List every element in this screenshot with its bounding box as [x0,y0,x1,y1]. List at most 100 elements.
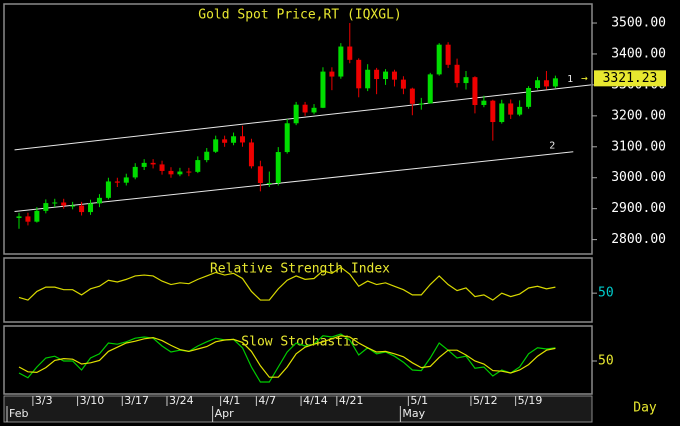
candle-body [257,166,263,183]
candle-body [436,44,442,75]
candle-body [311,107,317,113]
candle-body [213,139,219,152]
y-tick-label: 3500.00 [611,16,666,31]
candle-body [222,139,228,143]
candle-body [52,202,58,204]
candle-body [338,46,344,77]
month-label: May [402,407,425,420]
candle-body [177,171,183,175]
candle-body [499,103,505,123]
candle-body [374,69,380,80]
x-tick-label: 3/3 [35,394,53,407]
candle-body [383,71,389,80]
candle-body [231,136,237,143]
candle-body [96,197,102,204]
candle-body [535,80,541,88]
y-tick-label: 50 [598,354,614,369]
x-tick-label: 3/10 [80,394,105,407]
chart-title: Gold Spot Price,RT (IQXGL) [198,8,402,23]
trendline [14,151,574,212]
candle-body [79,205,85,213]
x-tick-label: 5/12 [473,394,498,407]
candle-body [61,202,67,206]
rsi-panel [3,257,593,323]
candle-body [347,46,353,60]
date-axis [3,395,593,423]
month-label: Feb [9,407,28,420]
stochastic-panel [3,325,593,395]
candle-body [472,77,478,106]
candle-body [132,166,138,178]
indicator-line [18,335,556,378]
candle-body [517,106,523,115]
candle-body [16,216,22,218]
candle-body [275,152,281,183]
last-price-box [594,70,666,87]
last-price-label: 3321.23 [603,71,658,86]
candle-body [490,100,496,123]
candle-body [88,203,94,213]
candle-body [266,182,272,184]
candle-body [248,142,254,167]
candle-body [168,170,174,175]
x-tick-label: 5/1 [410,394,428,407]
candle-body [454,64,460,84]
x-tick-label: 4/14 [303,394,328,407]
y-tick-label: 3000.00 [611,170,666,185]
candle-body [105,181,111,198]
x-tick-label: 3/24 [169,394,194,407]
candle-body [141,162,147,167]
trendline-label: 2 [549,141,555,152]
y-tick-label: 2900.00 [611,201,666,216]
y-tick-label: 3200.00 [611,108,666,123]
candle-body [114,181,120,183]
candle-body [186,171,192,173]
candle-body [409,88,415,104]
indicator-line [18,266,556,301]
candle-body [150,162,156,165]
candle-body [391,71,397,80]
y-tick-label: 50 [598,286,614,301]
candle-body [34,210,40,222]
x-tick-label: 4/7 [258,394,276,407]
candle-body [543,80,549,87]
candle-body [204,151,210,161]
candle-body [25,216,31,222]
candle-body [240,136,245,143]
candle-body [356,59,362,89]
candle-body [123,177,129,183]
candle-body [463,77,469,84]
candle-body [445,44,451,65]
month-label: Apr [215,407,235,420]
candle-body [552,78,558,87]
rsi-title: Relative Strength Index [210,262,390,277]
trendline [14,84,592,151]
candle-body [284,123,290,153]
candle-body [159,164,165,171]
candle-body [43,203,49,211]
x-tick-label: 4/21 [339,394,364,407]
candle-body [526,88,532,107]
candle-body [70,205,76,207]
trendline-label: 1 [567,74,573,85]
candle-body [329,71,335,77]
y-tick-label: 3100.00 [611,139,666,154]
x-tick-label: 3/17 [124,394,149,407]
period-label: Day [633,401,657,416]
x-tick-label: 5/19 [518,394,543,407]
candle-body [293,104,299,124]
price-arrow: → [581,71,588,84]
price-panel [3,3,593,255]
y-tick-label: 3400.00 [611,46,666,61]
candle-body [320,71,326,108]
candle-body [508,103,514,115]
candle-body [400,79,406,89]
candle-body [365,69,371,89]
indicator-line [18,333,556,383]
stochastic-title: Slow Stochastic [241,335,358,350]
y-tick-label: 2800.00 [611,232,666,247]
candle-body [481,100,487,106]
candle-body [418,103,424,105]
candle-body [302,104,308,113]
